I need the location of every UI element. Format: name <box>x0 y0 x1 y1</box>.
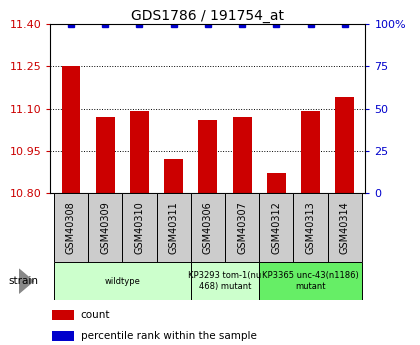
Bar <box>157 193 191 262</box>
Text: KP3365 unc-43(n1186)
mutant: KP3365 unc-43(n1186) mutant <box>262 272 359 291</box>
Text: GSM40311: GSM40311 <box>169 201 178 254</box>
Bar <box>328 193 362 262</box>
Text: GSM40313: GSM40313 <box>306 201 315 254</box>
Bar <box>54 262 191 300</box>
Bar <box>294 193 328 262</box>
Text: GSM40310: GSM40310 <box>134 201 144 254</box>
Bar <box>225 193 259 262</box>
Bar <box>259 193 294 262</box>
Bar <box>52 331 74 341</box>
Text: percentile rank within the sample: percentile rank within the sample <box>81 331 257 341</box>
Text: GSM40306: GSM40306 <box>203 201 213 254</box>
Bar <box>191 193 225 262</box>
Text: GSM40308: GSM40308 <box>66 201 76 254</box>
Text: KP3293 tom-1(nu
468) mutant: KP3293 tom-1(nu 468) mutant <box>189 272 262 291</box>
Bar <box>96 117 115 193</box>
Text: GSM40307: GSM40307 <box>237 201 247 254</box>
Polygon shape <box>19 269 33 293</box>
Bar <box>164 159 183 193</box>
Text: GSM40309: GSM40309 <box>100 201 110 254</box>
Bar <box>191 262 259 300</box>
Bar <box>130 111 149 193</box>
Bar <box>259 262 362 300</box>
Bar <box>267 174 286 193</box>
Text: GSM40314: GSM40314 <box>340 201 350 254</box>
Bar <box>52 310 74 320</box>
Bar <box>88 193 122 262</box>
Bar <box>336 97 354 193</box>
Text: GSM40312: GSM40312 <box>271 201 281 254</box>
Bar <box>199 120 217 193</box>
Text: wildtype: wildtype <box>104 277 140 286</box>
Bar <box>122 193 157 262</box>
Bar <box>61 66 80 193</box>
Title: GDS1786 / 191754_at: GDS1786 / 191754_at <box>131 9 284 23</box>
Bar <box>233 117 252 193</box>
Bar <box>54 193 88 262</box>
Bar <box>301 111 320 193</box>
Text: strain: strain <box>8 276 38 286</box>
Text: count: count <box>81 310 110 321</box>
